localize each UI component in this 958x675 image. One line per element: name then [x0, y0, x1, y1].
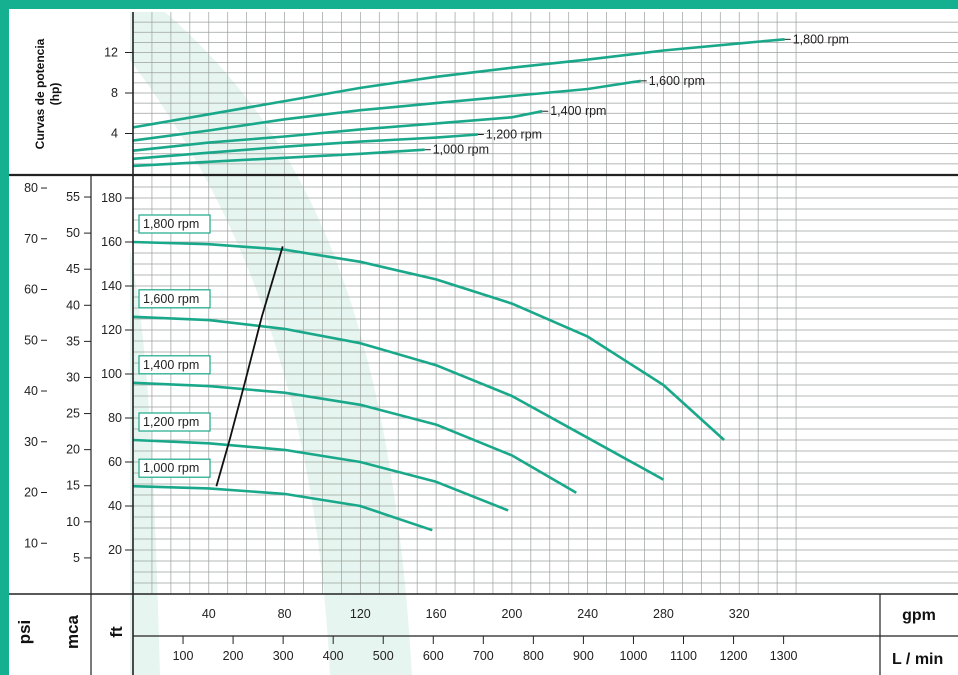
power-tick-label: 8	[111, 86, 118, 100]
lpm-tick-label: 1200	[720, 649, 748, 663]
ft-unit-label: ft	[107, 626, 126, 638]
psi-tick-label: 40	[24, 384, 38, 398]
lpm-tick-label: 900	[573, 649, 594, 663]
head-curve	[132, 381, 577, 494]
lpm-tick-label: 1300	[770, 649, 798, 663]
psi-tick-label: 50	[24, 333, 38, 347]
head-curve	[132, 438, 509, 512]
head-curve-label-box	[138, 458, 211, 478]
power-curve-label: 1,400 rpm	[550, 104, 606, 118]
ft-tick-label: 140	[101, 279, 122, 293]
head-curve-label-box	[138, 355, 211, 375]
gpm-tick-label: 240	[577, 607, 598, 621]
left-border	[0, 0, 9, 675]
ft-tick-label: 100	[101, 367, 122, 381]
head-curve-label: 1,000 rpm	[143, 461, 199, 475]
labels: Curvas de potencia (hp) psi mca ft gpm L / min…	[15, 32, 943, 668]
head-curve-label: 1,400 rpm	[143, 358, 199, 372]
lpm-tick-label: 400	[323, 649, 344, 663]
head-curve-label-box	[138, 412, 211, 432]
ft-tick-label: 20	[108, 543, 122, 557]
psi-tick-label: 10	[24, 536, 38, 550]
psi-tick-label: 60	[24, 283, 38, 297]
lpm-unit-label: L / min	[892, 651, 943, 668]
head-curve	[132, 240, 725, 441]
head-curve-label: 1,600 rpm	[143, 292, 199, 306]
efficiency-line	[215, 246, 284, 487]
gpm-tick-label: 280	[653, 607, 674, 621]
mca-tick-label: 15	[66, 479, 80, 493]
power-curve	[132, 38, 785, 129]
power-curve	[132, 148, 425, 168]
power-axis-title-line1: Curvas de potencia	[33, 38, 47, 149]
lpm-tick-label: 600	[423, 649, 444, 663]
gpm-unit-label: gpm	[902, 607, 936, 624]
mca-tick-label: 45	[66, 262, 80, 276]
mca-tick-label: 25	[66, 407, 80, 421]
power-curve	[132, 133, 478, 161]
power-curve-label: 1,600 rpm	[649, 74, 705, 88]
psi-tick-label: 20	[24, 486, 38, 500]
lpm-tick-label: 1000	[620, 649, 648, 663]
psi-unit-label: psi	[15, 620, 34, 645]
top-border	[0, 0, 958, 9]
power-curve-label: 1,000 rpm	[433, 143, 489, 157]
mca-unit-label-text: mca	[63, 614, 82, 649]
power-tick-label: 12	[104, 46, 118, 60]
power-axis-title-line2: (hp)	[48, 83, 62, 106]
mca-tick-label: 40	[66, 298, 80, 312]
curves	[132, 38, 791, 532]
psi-tick-label: 70	[24, 232, 38, 246]
ft-tick-label: 80	[108, 411, 122, 425]
psi-unit-label-text: psi	[15, 620, 34, 645]
gpm-tick-label: 80	[278, 607, 292, 621]
power-curve	[132, 79, 641, 142]
power-curve	[132, 109, 543, 152]
mca-tick-label: 20	[66, 443, 80, 457]
lpm-tick-label: 100	[173, 649, 194, 663]
head-curve-label: 1,200 rpm	[143, 415, 199, 429]
head-curve-label-box	[138, 289, 211, 309]
mca-unit-label: mca	[63, 614, 82, 649]
gpm-tick-label: 40	[202, 607, 216, 621]
lpm-tick-label: 200	[223, 649, 244, 663]
power-axis-title: Curvas de potencia (hp)	[33, 38, 62, 149]
ft-tick-label: 60	[108, 455, 122, 469]
power-tick-label: 4	[111, 127, 118, 141]
head-curve-label-box	[138, 214, 211, 234]
head-curve-label: 1,800 rpm	[143, 217, 199, 231]
ft-tick-label: 160	[101, 235, 122, 249]
psi-tick-label: 30	[24, 435, 38, 449]
mca-tick-label: 55	[66, 190, 80, 204]
ft-tick-label: 120	[101, 323, 122, 337]
mca-tick-label: 30	[66, 370, 80, 384]
gpm-tick-label: 200	[501, 607, 522, 621]
ft-tick-label: 40	[108, 499, 122, 513]
power-curve-label: 1,800 rpm	[793, 32, 849, 46]
gpm-tick-label: 160	[426, 607, 447, 621]
power-curve-label: 1,200 rpm	[486, 128, 542, 142]
gpm-tick-label: 320	[729, 607, 750, 621]
mca-tick-label: 50	[66, 226, 80, 240]
mca-tick-label: 5	[73, 551, 80, 565]
lpm-tick-label: 500	[373, 649, 394, 663]
lpm-tick-label: 300	[273, 649, 294, 663]
head-curve	[132, 484, 433, 532]
ft-unit-label-text: ft	[107, 626, 126, 638]
lpm-tick-label: 1100	[670, 649, 697, 663]
mca-tick-label: 35	[66, 334, 80, 348]
mca-tick-label: 10	[66, 515, 80, 529]
lpm-tick-label: 700	[473, 649, 494, 663]
lpm-tick-label: 800	[523, 649, 544, 663]
ft-tick-label: 180	[101, 191, 122, 205]
psi-tick-label: 80	[24, 181, 38, 195]
head-curve	[132, 315, 665, 481]
gpm-tick-label: 120	[350, 607, 371, 621]
